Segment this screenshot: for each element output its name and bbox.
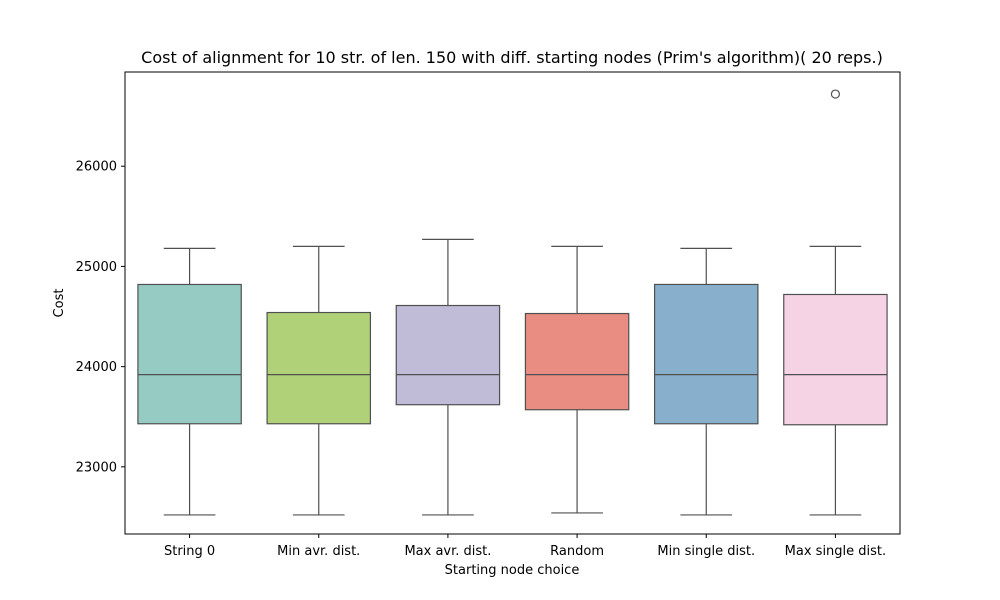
box-iqr — [783, 293, 888, 426]
box-iqr — [524, 312, 630, 411]
box-iqr — [137, 283, 242, 425]
box-iqr — [395, 304, 501, 406]
box-iqr — [653, 283, 759, 425]
box-group-5 — [653, 247, 759, 516]
y-tick-label: 24000 — [76, 360, 117, 375]
x-tick-label: String 0 — [164, 544, 215, 559]
x-axis-label: Starting node choice — [445, 563, 580, 578]
box-group-6 — [783, 89, 888, 516]
box-group-4 — [524, 245, 630, 514]
y-tick-label: 25000 — [76, 260, 117, 275]
box-iqr — [266, 311, 372, 425]
x-tick-label: Min single dist. — [657, 544, 755, 559]
boxes-layer — [137, 89, 888, 516]
x-tick-label: Min avr. dist. — [277, 544, 360, 559]
x-tick-label: Random — [550, 544, 604, 559]
outlier-point — [830, 89, 841, 99]
chart-title: Cost of alignment for 10 str. of len. 15… — [141, 48, 883, 67]
box-group-1 — [137, 247, 242, 516]
y-tick-label: 23000 — [76, 460, 117, 475]
y-axis-label: Cost — [52, 289, 67, 318]
y-axis: 23000 24000 25000 26000 — [76, 160, 125, 475]
box-group-2 — [266, 245, 372, 516]
y-tick-label: 26000 — [76, 160, 117, 175]
box-group-3 — [395, 238, 501, 516]
x-tick-label: Max avr. dist. — [404, 544, 491, 559]
x-tick-label: Max single dist. — [785, 544, 887, 559]
x-axis: String 0 Min avr. dist. Max avr. dist. Rand… — [164, 534, 886, 559]
plot-frame — [124, 71, 901, 535]
